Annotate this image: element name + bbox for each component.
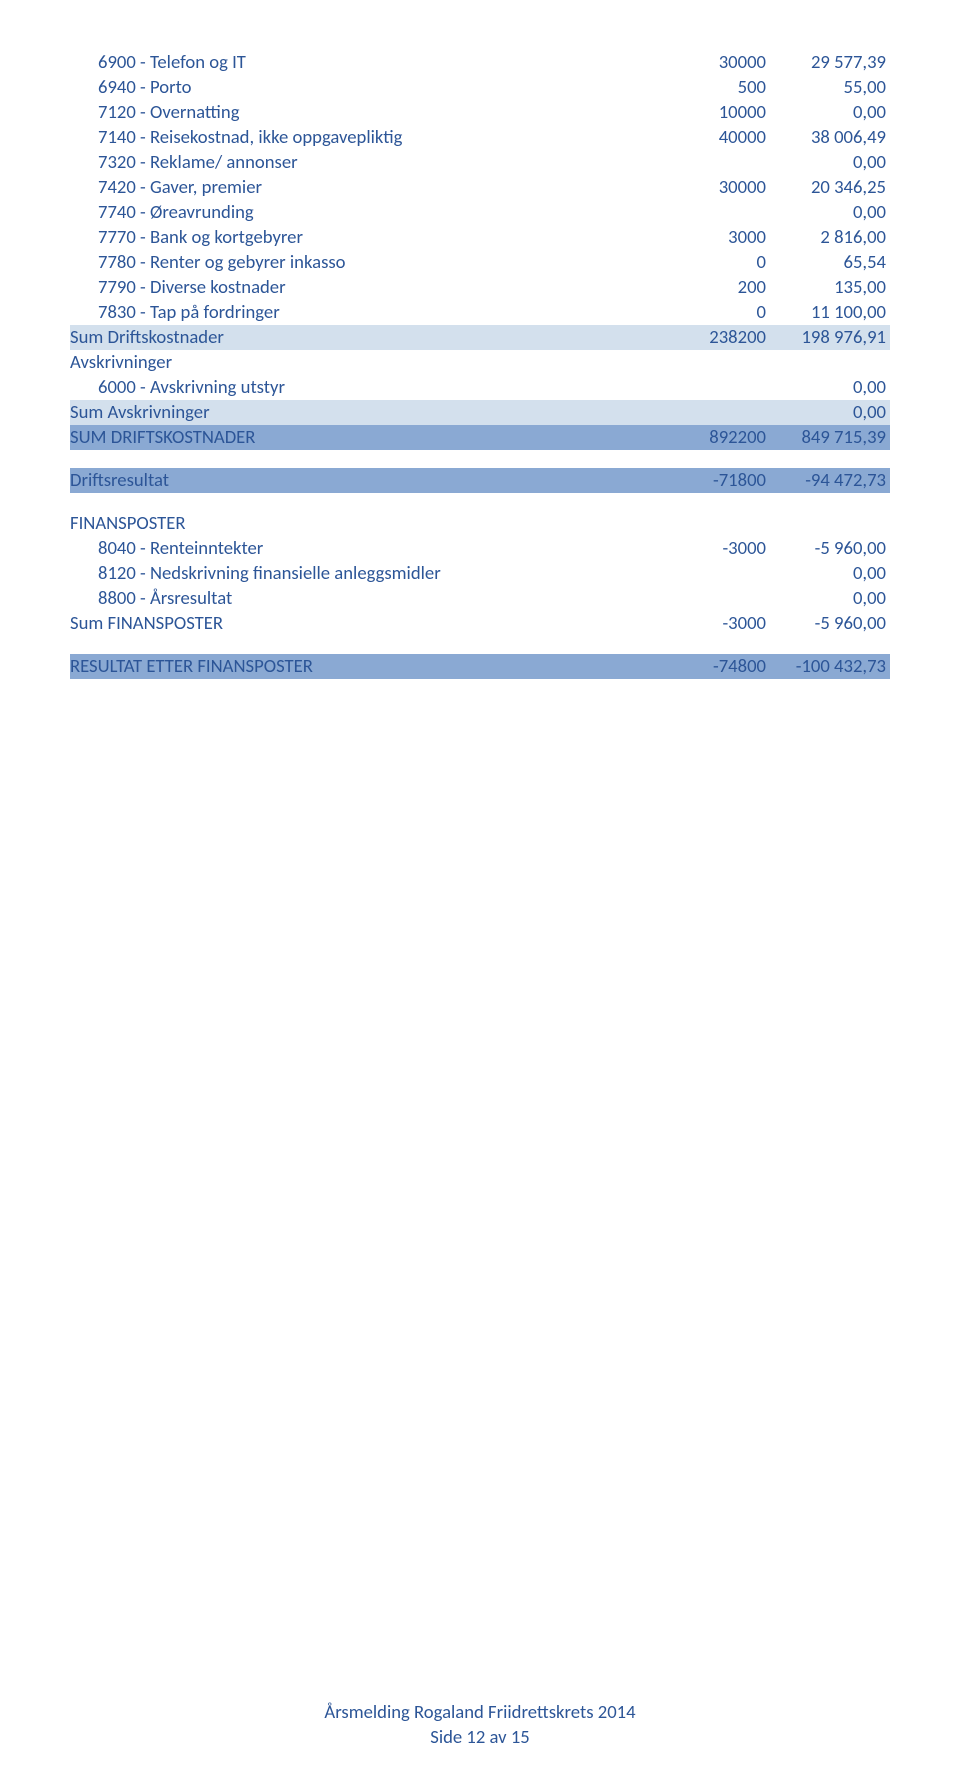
table-row: 7420 - Gaver, premier3000020 346,25 [70, 175, 890, 200]
row-label: Avskrivninger [70, 350, 680, 375]
row-label: 8040 - Renteinntekter [70, 536, 680, 561]
row-col1: 10000 [680, 101, 770, 124]
row-label: Sum Driftskostnader [70, 325, 680, 350]
row-col2: 11 100,00 [770, 301, 890, 324]
table-row: Driftsresultat-71800-94 472,73 [70, 468, 890, 493]
row-label: RESULTAT ETTER FINANSPOSTER [70, 654, 680, 679]
financial-table: 6900 - Telefon og IT3000029 577,396940 -… [70, 50, 890, 679]
row-label: Sum FINANSPOSTER [70, 611, 680, 636]
row-col2: 55,00 [770, 76, 890, 99]
spacer [70, 450, 890, 468]
footer-line1: Årsmelding Rogaland Friidrettskrets 2014 [0, 1701, 960, 1725]
table-row: 6000 - Avskrivning utstyr 0,00 [70, 375, 890, 400]
row-col2: 0,00 [770, 376, 890, 399]
row-label: 6940 - Porto [70, 75, 680, 100]
table-row: 8800 - Årsresultat 0,00 [70, 586, 890, 611]
row-label: 7420 - Gaver, premier [70, 175, 680, 200]
row-label: 7740 - Øreavrunding [70, 200, 680, 225]
table-row: 7140 - Reisekostnad, ikke oppgavepliktig… [70, 125, 890, 150]
row-label: 8800 - Årsresultat [70, 586, 680, 611]
row-col2: -5 960,00 [770, 537, 890, 560]
row-label: 7320 - Reklame/ annonser [70, 150, 680, 175]
row-col1: -74800 [680, 655, 770, 678]
row-col2: 65,54 [770, 251, 890, 274]
row-col1: -71800 [680, 469, 770, 492]
row-label: FINANSPOSTER [70, 511, 680, 536]
row-col2: 38 006,49 [770, 126, 890, 149]
page-footer: Årsmelding Rogaland Friidrettskrets 2014… [0, 1701, 960, 1750]
row-col1: 0 [680, 251, 770, 274]
row-col1: -3000 [680, 612, 770, 635]
table-row: FINANSPOSTER [70, 511, 890, 536]
table-row: Sum Driftskostnader238200198 976,91 [70, 325, 890, 350]
table-row: 7790 - Diverse kostnader200135,00 [70, 275, 890, 300]
table-row: 7770 - Bank og kortgebyrer30002 816,00 [70, 225, 890, 250]
row-col2: -100 432,73 [770, 655, 890, 678]
row-col2: 20 346,25 [770, 176, 890, 199]
spacer [70, 636, 890, 654]
row-label: 7120 - Overnatting [70, 100, 680, 125]
row-label: 7770 - Bank og kortgebyrer [70, 225, 680, 250]
row-label: 6000 - Avskrivning utstyr [70, 375, 680, 400]
table-row: 6940 - Porto50055,00 [70, 75, 890, 100]
row-col1: 238200 [680, 326, 770, 349]
table-row: 7320 - Reklame/ annonser 0,00 [70, 150, 890, 175]
row-label: 7780 - Renter og gebyrer inkasso [70, 250, 680, 275]
row-col1: 0 [680, 301, 770, 324]
row-col1: 30000 [680, 176, 770, 199]
row-col2: 2 816,00 [770, 226, 890, 249]
row-col2: -5 960,00 [770, 612, 890, 635]
row-col1: 3000 [680, 226, 770, 249]
row-col2: 0,00 [770, 562, 890, 585]
table-row: 6900 - Telefon og IT3000029 577,39 [70, 50, 890, 75]
row-label: 6900 - Telefon og IT [70, 50, 680, 75]
row-label: 8120 - Nedskrivning finansielle anleggsm… [70, 561, 680, 586]
table-row: 7830 - Tap på fordringer011 100,00 [70, 300, 890, 325]
row-col2: 0,00 [770, 101, 890, 124]
row-col2: 849 715,39 [770, 426, 890, 449]
table-row: 8120 - Nedskrivning finansielle anleggsm… [70, 561, 890, 586]
table-row: Sum Avskrivninger 0,00 [70, 400, 890, 425]
row-col1: 30000 [680, 51, 770, 74]
row-label: 7140 - Reisekostnad, ikke oppgavepliktig [70, 125, 680, 150]
table-row: SUM DRIFTSKOSTNADER892200849 715,39 [70, 425, 890, 450]
row-col2: 198 976,91 [770, 326, 890, 349]
table-row: Sum FINANSPOSTER-3000-5 960,00 [70, 611, 890, 636]
row-col2: -94 472,73 [770, 469, 890, 492]
table-row: 7740 - Øreavrunding 0,00 [70, 200, 890, 225]
row-col1: -3000 [680, 537, 770, 560]
row-label: 7790 - Diverse kostnader [70, 275, 680, 300]
table-row: RESULTAT ETTER FINANSPOSTER-74800-100 43… [70, 654, 890, 679]
row-col2: 0,00 [770, 401, 890, 424]
row-col1: 892200 [680, 426, 770, 449]
row-col2: 0,00 [770, 587, 890, 610]
row-col1: 500 [680, 76, 770, 99]
row-col2: 29 577,39 [770, 51, 890, 74]
row-label: SUM DRIFTSKOSTNADER [70, 425, 680, 450]
spacer [70, 493, 890, 511]
row-label: 7830 - Tap på fordringer [70, 300, 680, 325]
row-col1: 200 [680, 276, 770, 299]
row-col2: 0,00 [770, 151, 890, 174]
row-col2: 0,00 [770, 201, 890, 224]
table-row: 7120 - Overnatting100000,00 [70, 100, 890, 125]
table-row: 8040 - Renteinntekter-3000-5 960,00 [70, 536, 890, 561]
table-row: Avskrivninger [70, 350, 890, 375]
row-label: Driftsresultat [70, 468, 680, 493]
row-label: Sum Avskrivninger [70, 400, 680, 425]
table-row: 7780 - Renter og gebyrer inkasso065,54 [70, 250, 890, 275]
footer-line2: Side 12 av 15 [0, 1726, 960, 1750]
row-col2: 135,00 [770, 276, 890, 299]
row-col1: 40000 [680, 126, 770, 149]
